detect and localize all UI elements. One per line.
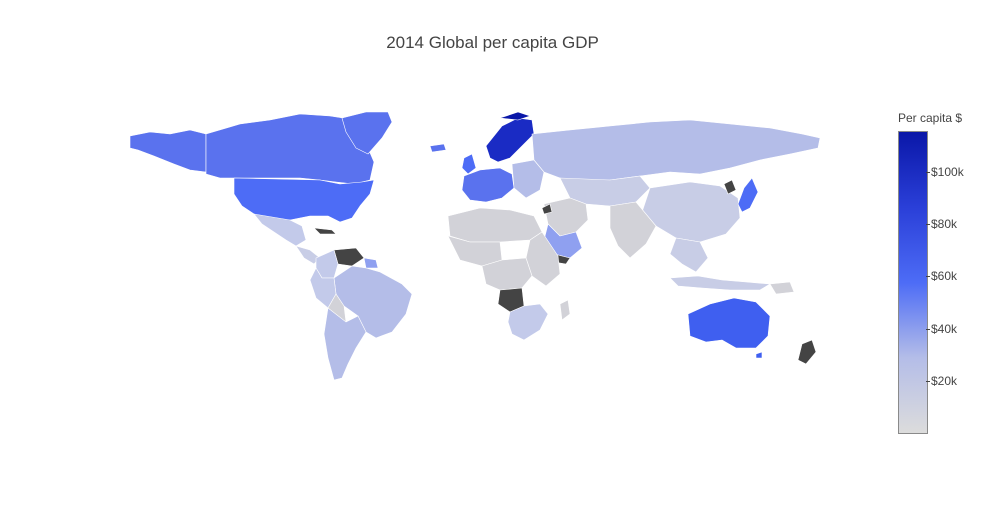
colorbar-tick-label: $80k [925,217,958,232]
region-guiana [363,257,379,269]
region-syria [541,203,553,215]
region-venezuela [333,247,365,267]
region-iceland [429,143,447,153]
region-alaska [130,129,207,173]
region-madagascar [559,299,571,321]
region-southern-africa [507,303,549,341]
colorbar-title: Per capita $ [898,111,963,125]
region-mexico [253,213,307,247]
region-tasmania [755,351,763,359]
region-new-zealand [797,339,817,365]
region-indonesia [669,275,771,291]
region-cuba [313,227,337,235]
region-japan [737,177,759,213]
region-norway-north [499,111,531,121]
region-western-europe [461,167,515,203]
region-uk [461,153,477,175]
colorbar-tick-label: $40k [925,321,958,336]
colorbar-gradient [898,131,928,434]
region-png [769,281,795,295]
region-brazil [333,265,413,339]
region-russia [531,119,821,183]
region-central-africa [481,257,533,291]
region-southeast-asia [669,237,709,273]
chart-title: 2014 Global per capita GDP [386,33,599,52]
colorbar-tick-label: $100k [926,164,964,179]
region-usa [233,177,375,223]
region-scandinavia [485,117,535,163]
region-north-korea [723,179,737,195]
region-north-africa [447,207,543,243]
region-greenland [341,111,393,155]
colorbar-tick-label: $20k [925,373,958,388]
region-australia [687,297,771,349]
region-india [609,201,657,259]
colorbar-tick-label: $60k [925,269,958,284]
region-argentina-chile [323,307,367,381]
world-choropleth-map[interactable] [130,108,822,384]
region-china [641,181,741,243]
